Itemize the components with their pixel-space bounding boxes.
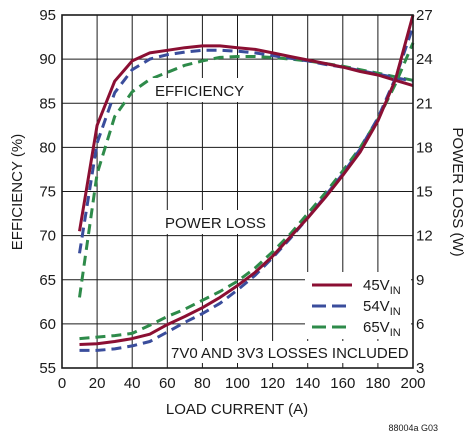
power-loss-label-bg: [160, 210, 270, 234]
y-right-tick-label: 18: [416, 139, 433, 156]
y-left-tick-label: 60: [39, 316, 56, 333]
efficiency-label-bg: [150, 78, 250, 102]
figure-code: 88004a G03: [388, 423, 438, 433]
y-right-tick-label: 21: [416, 95, 433, 112]
x-tick-label: 180: [365, 375, 390, 392]
legend-label-subscript: IN: [390, 327, 401, 339]
series-layer: [78, 14, 415, 352]
y-right-tick-label: 15: [416, 184, 433, 201]
y-left-tick-label: 65: [39, 272, 56, 289]
x-tick-label: 160: [330, 375, 355, 392]
x-tick-label: 140: [295, 375, 320, 392]
y-left-tick-label: 95: [39, 7, 56, 24]
y-right-tick-label: 3: [416, 360, 424, 377]
losses-note: 7V0 AND 3V3 LOSSES INCLUDED: [171, 345, 409, 362]
x-tick-label: 60: [159, 375, 176, 392]
x-tick-label: 0: [58, 375, 66, 392]
y-left-tick-label: 80: [39, 139, 56, 156]
y-axis-left-title: EFFICIENCY (%): [9, 134, 26, 250]
series-line: [79, 42, 415, 341]
x-axis-title: LOAD CURRENT (A): [166, 401, 308, 418]
x-tick-label: 100: [225, 375, 250, 392]
y-left-tick-label: 85: [39, 95, 56, 112]
legend-label-subscript: IN: [390, 285, 401, 297]
y-right-tick-label: 27: [416, 7, 433, 24]
plot-frame: [61, 14, 414, 369]
y-right-tick-label: 24: [416, 51, 433, 68]
y-axis-right-title: POWER LOSS (W): [449, 127, 466, 256]
x-tick-label: 20: [89, 375, 106, 392]
series-line: [79, 14, 415, 346]
y-right-tick-label: 9: [416, 272, 424, 289]
y-right-tick-label: 12: [416, 228, 433, 245]
y-left-tick-label: 75: [39, 184, 56, 201]
series-line: [78, 44, 414, 232]
efficiency-annotation: EFFICIENCY: [155, 83, 244, 100]
x-tick-label: 80: [194, 375, 211, 392]
series-line: [79, 26, 415, 352]
y-left-tick-label: 90: [39, 51, 56, 68]
y-right-tick-label: 6: [416, 316, 424, 333]
note-bg: [168, 341, 412, 363]
x-tick-label: 200: [400, 375, 425, 392]
y-left-tick-label: 55: [39, 360, 56, 377]
power-loss-annotation: POWER LOSS: [165, 215, 266, 232]
tick-labels: 0 20 40 60 80 100 120 140 160 180 200 55 60 65 70 75 80 8…: [39, 7, 432, 392]
legend-label-subscript: IN: [390, 306, 401, 318]
y-left-tick-label: 70: [39, 228, 56, 245]
x-tick-label: 40: [124, 375, 141, 392]
x-tick-label: 120: [260, 375, 285, 392]
